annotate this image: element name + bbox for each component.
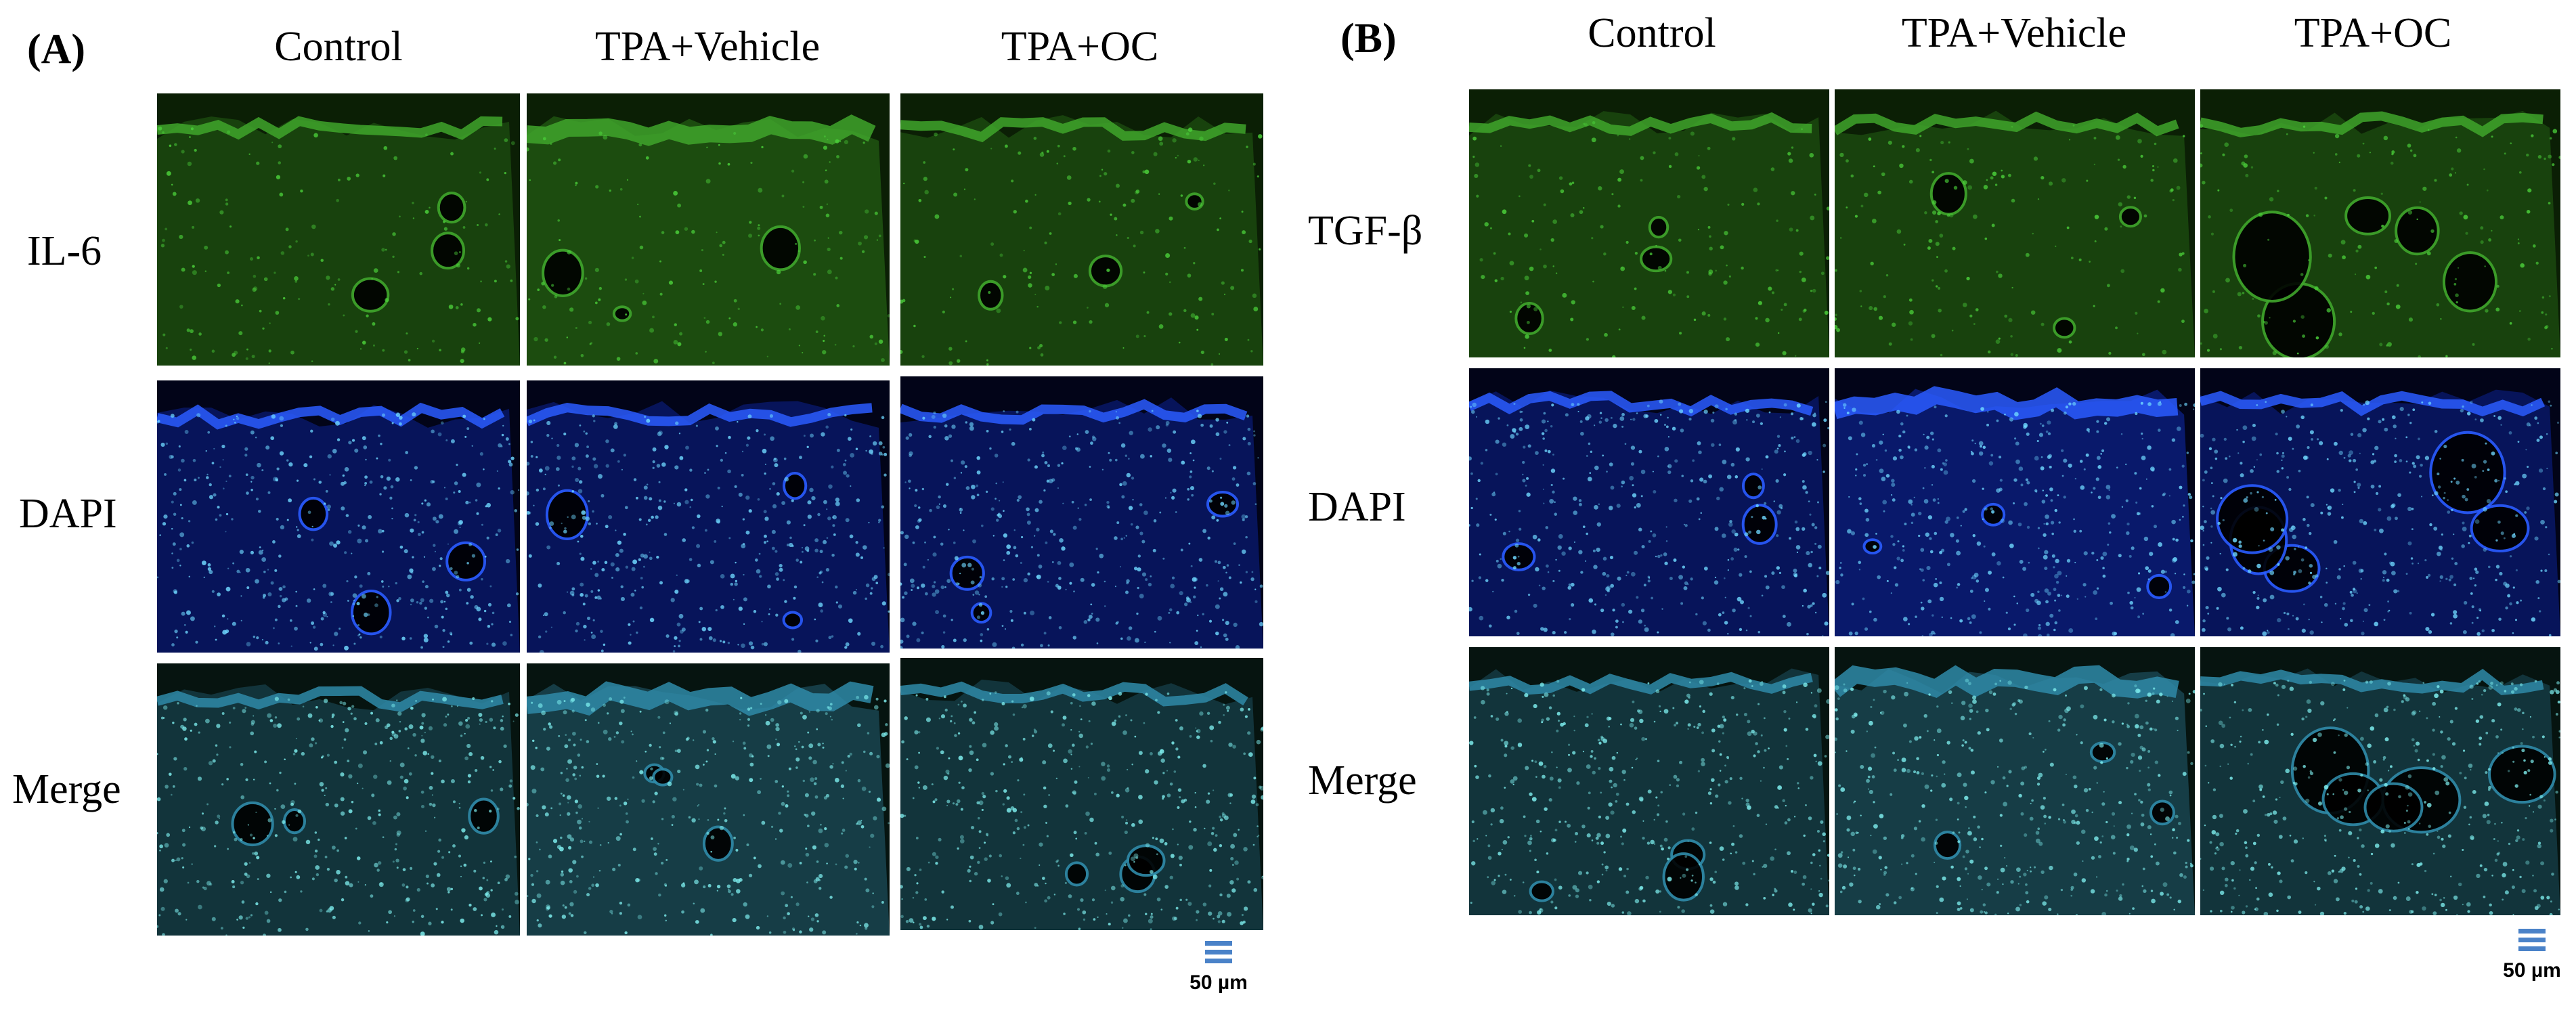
panel-a-row-merge: Merge — [12, 766, 121, 812]
menu-lines-icon — [1205, 941, 1232, 964]
panel-a-image-il6-tpa-vehicle — [527, 93, 890, 366]
panel-b: (B) Control TPA+Vehicle TPA+OC TGF-β DAP… — [1300, 0, 2576, 1010]
panel-a-row-il6: IL-6 — [27, 228, 102, 274]
panel-a-scale-bar: 50 µm — [1175, 941, 1263, 994]
panel-b-col-control: Control — [1588, 10, 1716, 56]
panel-b-row-tgfb: TGF-β — [1308, 208, 1423, 254]
panel-b-image-merge-tpa-vehicle — [1835, 647, 2195, 915]
panel-b-row-merge: Merge — [1308, 758, 1417, 804]
panel-a-scale-text: 50 µm — [1189, 971, 1248, 994]
panel-b-image-dapi-tpa-oc — [2200, 368, 2560, 636]
panel-a-label: (A) — [27, 26, 86, 72]
panel-b-row-dapi: DAPI — [1308, 484, 1406, 530]
panel-b-image-dapi-tpa-vehicle — [1835, 368, 2195, 636]
panel-b-col-tpa-vehicle: TPA+Vehicle — [1901, 10, 2127, 56]
panel-b-image-dapi-control — [1469, 368, 1829, 636]
panel-b-col-tpa-oc: TPA+OC — [2294, 10, 2452, 56]
panel-a-image-il6-control — [157, 93, 520, 366]
panel-a-image-dapi-tpa-vehicle — [527, 380, 890, 653]
panel-a-image-merge-tpa-vehicle — [527, 663, 890, 936]
panel-b-image-tgfb-tpa-vehicle — [1835, 89, 2195, 357]
panel-a-image-dapi-control — [157, 380, 520, 653]
panel-a-col-control: Control — [274, 24, 403, 70]
panel-b-image-tgfb-tpa-oc — [2200, 89, 2560, 357]
panel-a: (A) Control TPA+Vehicle TPA+OC IL-6 DAPI… — [0, 0, 1273, 1010]
panel-a-col-tpa-oc: TPA+OC — [1001, 24, 1159, 70]
panel-a-image-merge-control — [157, 663, 520, 936]
panel-b-scale-text: 50 µm — [2503, 959, 2561, 982]
panel-a-image-dapi-tpa-oc — [900, 376, 1263, 649]
panel-b-label: (B) — [1340, 16, 1397, 62]
panel-a-row-dapi: DAPI — [19, 491, 117, 537]
menu-lines-icon — [2518, 929, 2546, 952]
panel-b-image-merge-tpa-oc — [2200, 647, 2560, 915]
panel-a-col-tpa-vehicle: TPA+Vehicle — [594, 24, 821, 70]
panel-b-image-tgfb-control — [1469, 89, 1829, 357]
panel-b-image-merge-control — [1469, 647, 1829, 915]
panel-a-image-il6-tpa-oc — [900, 93, 1263, 366]
panel-a-image-merge-tpa-oc — [900, 658, 1263, 930]
panel-b-scale-bar: 50 µm — [2495, 929, 2569, 982]
